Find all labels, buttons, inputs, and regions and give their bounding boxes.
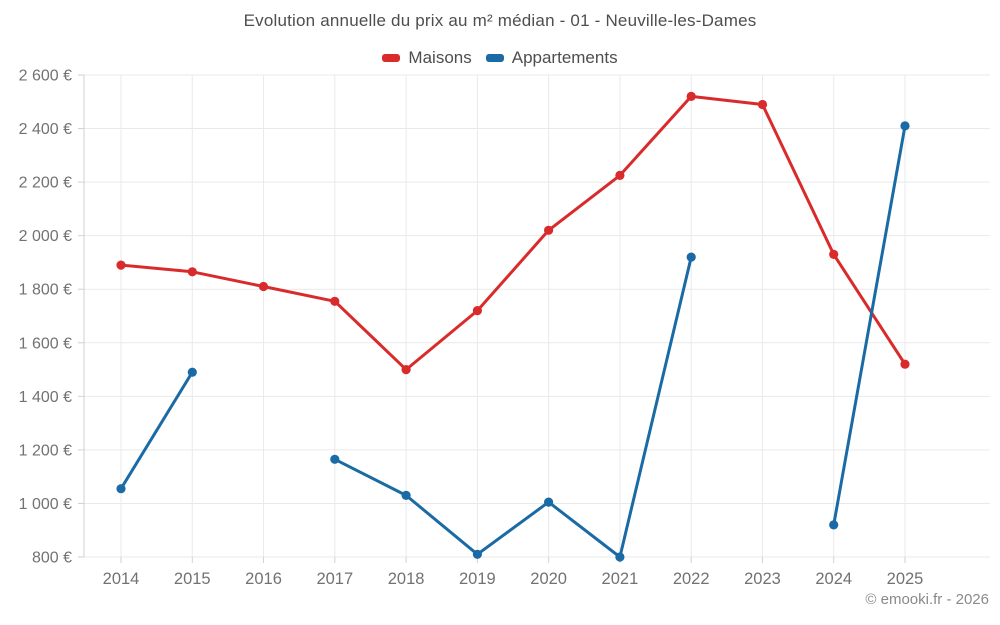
appartements-legend-label: Appartements [511,48,618,67]
x-tick-label: 2014 [103,570,140,588]
maisons-point-2020[interactable] [544,225,554,235]
y-tick-label: 1 600 € [19,335,72,352]
legend-item-maisons[interactable]: Maisons [382,48,472,68]
maisons-point-2014[interactable] [116,260,126,270]
appartements-point-2025[interactable] [900,121,910,131]
x-tick-label: 2018 [388,570,425,588]
maisons-point-2015[interactable] [187,267,197,277]
appartements-legend-swatch [485,54,504,62]
maisons-point-2024[interactable] [829,249,839,259]
maisons-point-2025[interactable] [900,359,910,369]
y-tick-label: 1 400 € [19,389,72,406]
maisons-point-2016[interactable] [258,281,269,292]
x-tick-label: 2016 [245,570,282,588]
maisons-point-2022[interactable] [686,91,696,101]
x-tick-label: 2022 [673,570,710,588]
appartements-point-2020[interactable] [544,497,554,507]
maisons-legend-label: Maisons [408,48,472,67]
x-tick-label: 2025 [887,570,924,588]
x-tick-label: 2021 [602,570,639,588]
y-tick-label: 800 € [32,550,72,567]
x-tick-label: 2023 [744,570,781,588]
x-tick-label: 2015 [174,570,211,588]
x-tick-label: 2024 [815,570,852,588]
copyright-label: © emooki.fr - 2026 [865,591,989,608]
maisons-point-2017[interactable] [330,296,340,306]
legend-item-appartements[interactable]: Appartements [485,48,618,68]
appartements-point-2019[interactable] [472,549,482,559]
y-tick-label: 1 000 € [19,496,72,513]
y-tick-label: 1 200 € [19,442,72,459]
x-tick-label: 2019 [459,570,496,588]
chart-title: Evolution annuelle du prix au m² médian … [243,11,757,30]
y-tick-label: 2 200 € [19,175,72,192]
maisons-series-line [119,94,907,372]
chart-legend: Maisons Appartements [0,46,1000,70]
y-tick-label: 2 000 € [19,228,72,245]
maisons-point-2018[interactable] [401,365,411,375]
maisons-point-2021[interactable] [615,170,625,180]
appartements-point-2014[interactable] [116,484,126,494]
appartements-point-2021[interactable] [615,552,625,562]
appartements-point-2024[interactable] [829,520,839,530]
x-tick-label: 2017 [316,570,353,588]
appartements-point-2018[interactable] [401,490,411,500]
y-tick-label: 2 400 € [19,121,72,138]
appartements-point-2017[interactable] [330,454,340,464]
y-tick-label: 2 600 € [19,68,72,85]
x-tick-label: 2020 [530,570,567,588]
appartements-point-2022[interactable] [686,252,696,262]
maisons-point-2019[interactable] [472,306,482,316]
appartements-point-2015[interactable] [187,367,197,377]
maisons-point-2023[interactable] [757,99,768,110]
y-tick-label: 1 800 € [19,282,72,299]
maisons-legend-swatch [382,54,401,62]
appartements-series-line [119,124,907,559]
